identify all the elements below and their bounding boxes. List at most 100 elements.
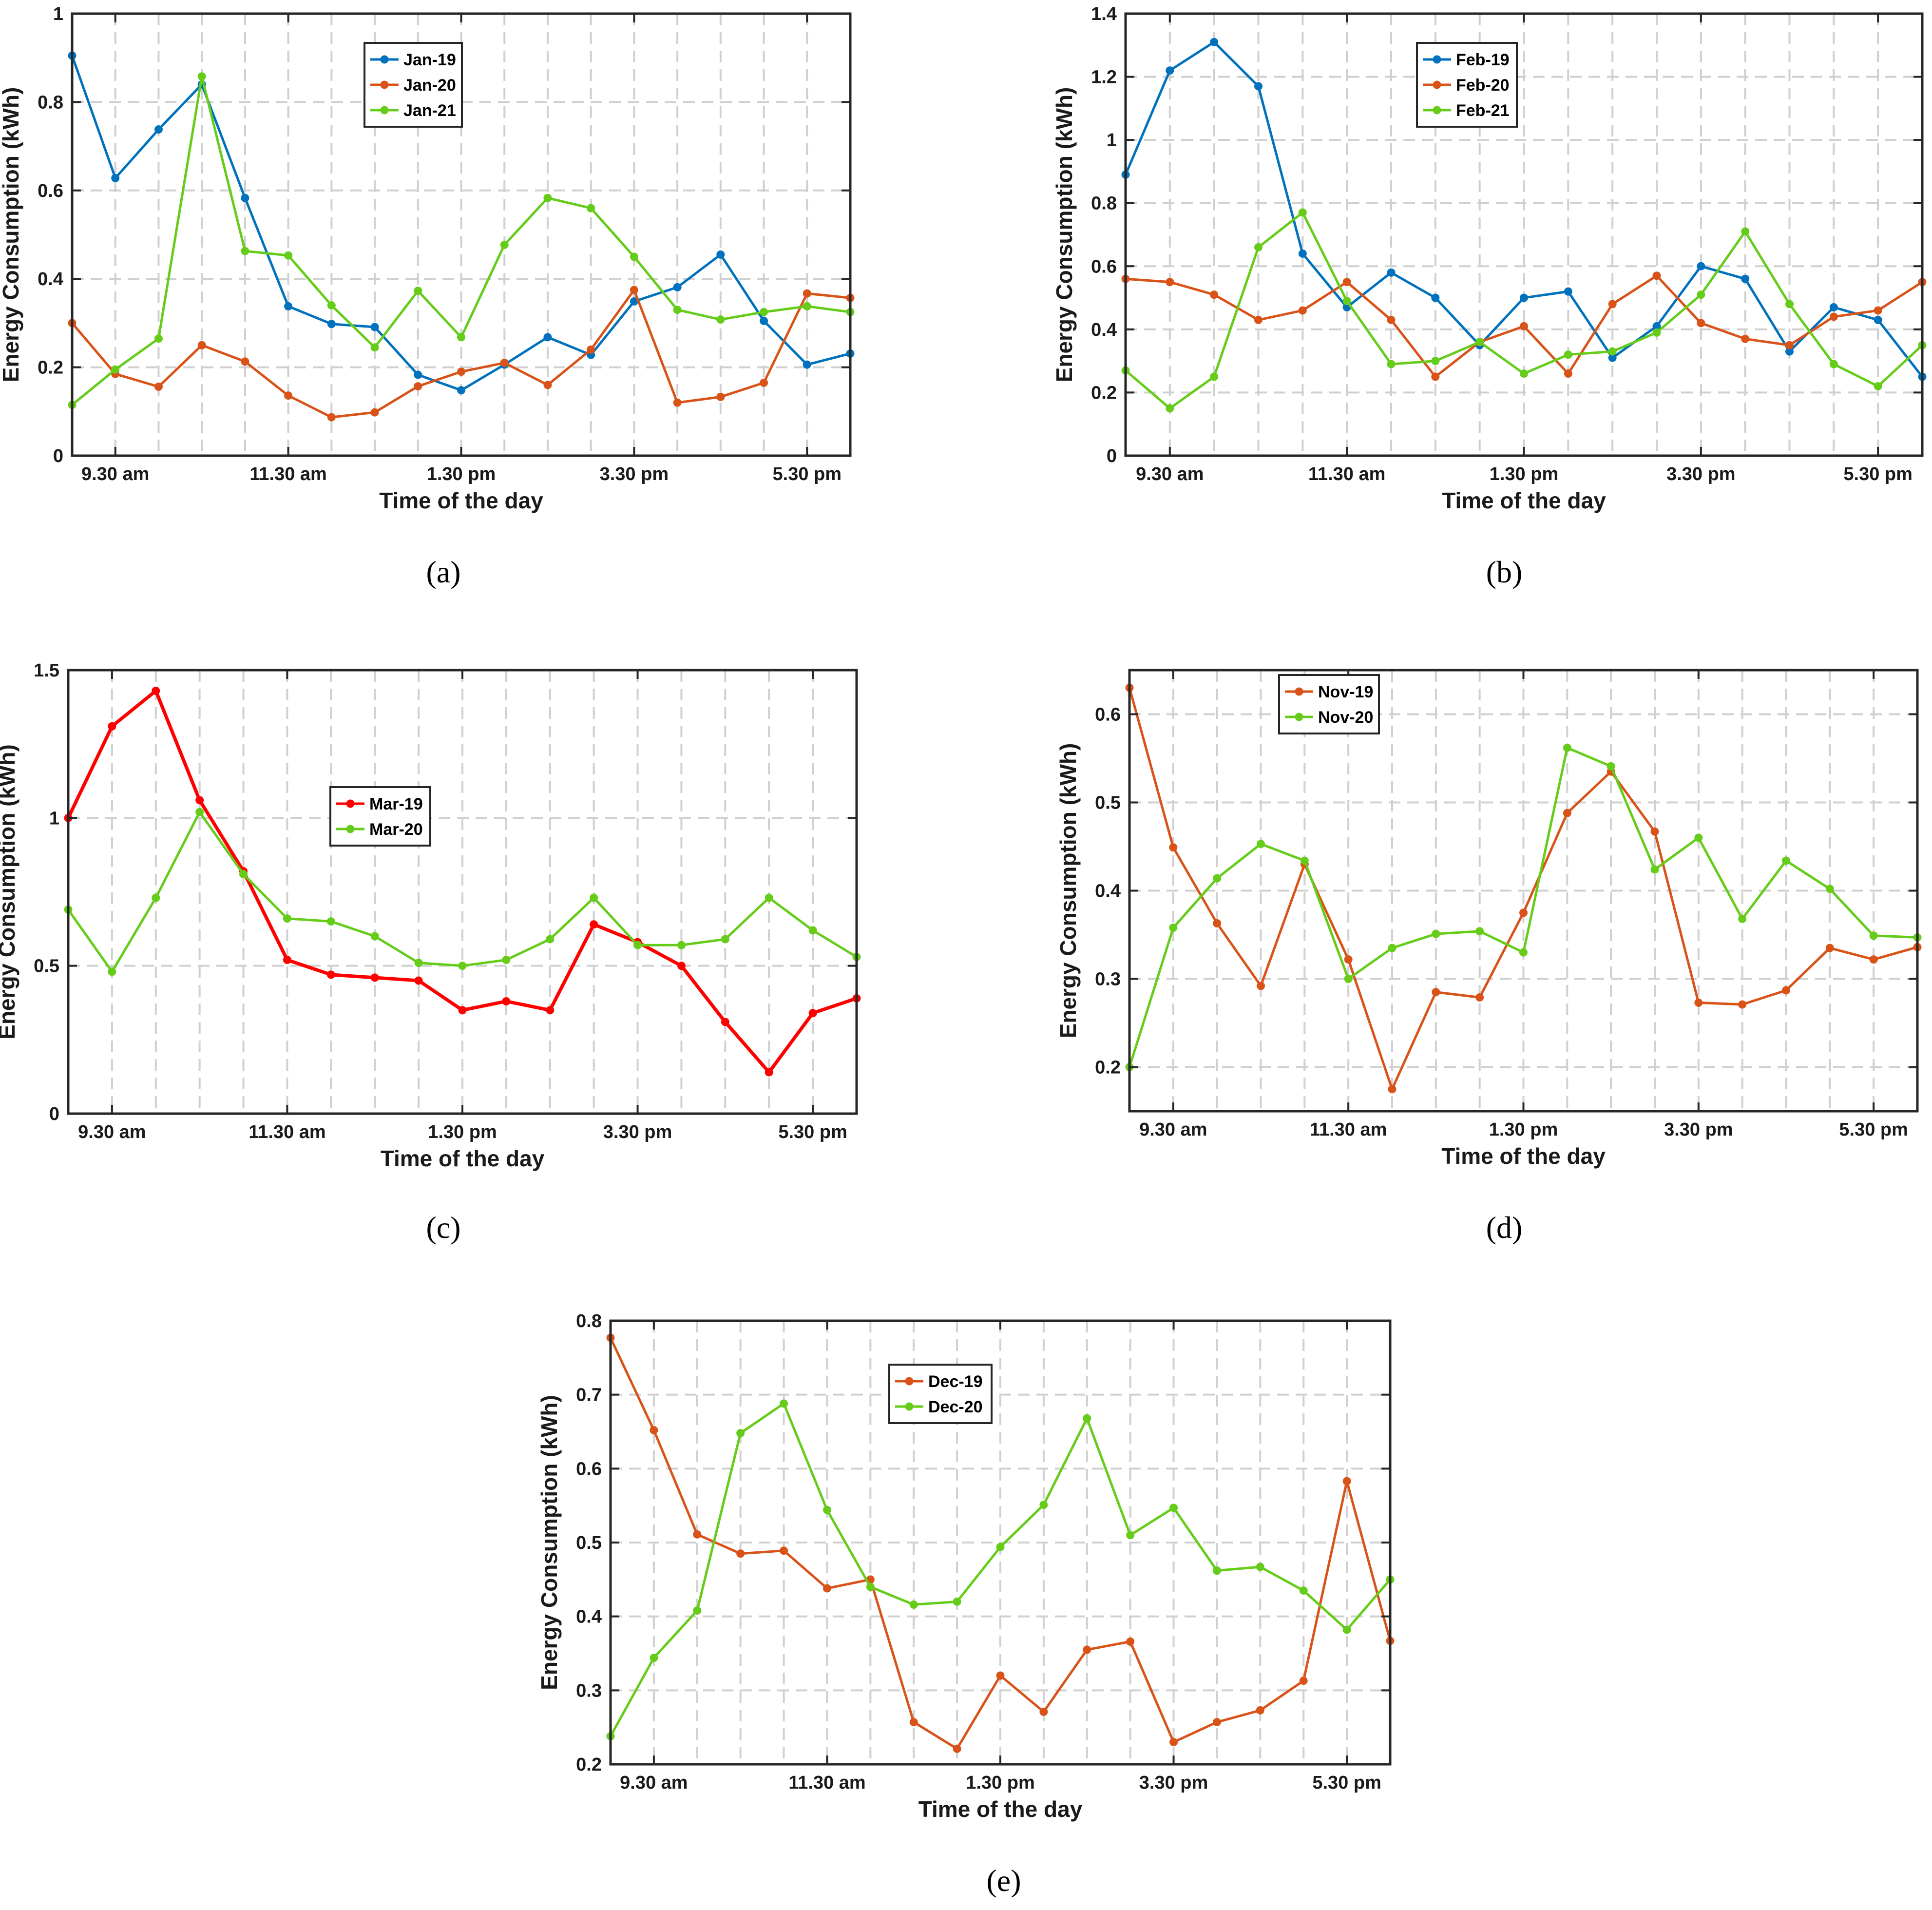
data-point-nov-19-5 xyxy=(1344,955,1353,964)
data-point-feb-19-13 xyxy=(1697,262,1705,270)
data-point-feb-21-17 xyxy=(1874,382,1882,390)
data-point-nov-20-15 xyxy=(1782,856,1790,865)
data-point-nov-19-3 xyxy=(1257,982,1265,990)
data-point-dec-19-2 xyxy=(693,1530,702,1539)
data-point-jan-20-9 xyxy=(457,367,465,376)
x-axis-label: Time of the day xyxy=(918,1796,1083,1822)
data-point-nov-19-9 xyxy=(1519,908,1528,917)
legend-label-feb-19: Feb-19 xyxy=(1456,51,1510,69)
data-point-jan-21-13 xyxy=(630,252,638,261)
data-point-mar-20-2 xyxy=(152,893,160,902)
x-tick-label: 9.30 am xyxy=(81,464,149,484)
data-point-jan-20-13 xyxy=(630,286,638,294)
data-point-jan-19-5 xyxy=(284,302,293,310)
data-point-jan-19-11 xyxy=(543,333,552,342)
data-point-feb-19-11 xyxy=(1608,353,1617,362)
y-axis-label: Energy Consumption (kWh) xyxy=(1055,743,1081,1039)
data-point-feb-19-14 xyxy=(1741,274,1750,283)
data-point-feb-21-11 xyxy=(1608,347,1617,356)
data-point-nov-19-16 xyxy=(1825,944,1834,952)
data-point-dec-19-8 xyxy=(953,1744,961,1753)
data-point-feb-20-7 xyxy=(1431,372,1440,381)
data-point-nov-20-17 xyxy=(1869,931,1878,940)
data-point-mar-19-8 xyxy=(414,976,423,985)
y-tick-label: 1.4 xyxy=(1091,4,1117,24)
data-point-nov-20-4 xyxy=(1300,856,1309,865)
data-point-nov-20-7 xyxy=(1432,929,1440,938)
data-point-dec-19-4 xyxy=(780,1546,788,1555)
y-tick-label: 0 xyxy=(1107,446,1117,466)
x-tick-label: 5.30 pm xyxy=(1839,1119,1908,1140)
x-tick-label: 9.30 am xyxy=(1136,464,1204,484)
data-point-jan-20-2 xyxy=(154,383,163,391)
data-point-dec-19-17 xyxy=(1342,1477,1351,1486)
x-tick-label: 5.30 pm xyxy=(773,464,842,484)
data-point-mar-19-7 xyxy=(370,973,379,982)
data-point-dec-20-3 xyxy=(736,1429,745,1438)
data-point-nov-19-2 xyxy=(1213,919,1222,927)
x-tick-label: 9.30 am xyxy=(1139,1119,1207,1140)
x-tick-label: 1.30 pm xyxy=(427,464,496,484)
data-point-dec-19-16 xyxy=(1299,1677,1308,1685)
y-axis-label: Energy Consumption (kWh) xyxy=(1052,87,1077,383)
data-point-jan-21-2 xyxy=(154,334,163,343)
data-point-jan-19-2 xyxy=(154,125,163,134)
data-point-mar-19-12 xyxy=(590,920,598,929)
data-point-nov-19-13 xyxy=(1694,998,1703,1007)
data-point-dec-20-1 xyxy=(650,1654,658,1662)
y-tick-label: 1 xyxy=(1107,130,1117,151)
data-point-nov-20-2 xyxy=(1213,874,1222,883)
data-point-dec-19-11 xyxy=(1083,1645,1091,1654)
data-point-jan-21-1 xyxy=(111,365,120,374)
data-point-mar-19-2 xyxy=(152,686,160,695)
data-point-jan-21-3 xyxy=(197,72,206,81)
data-point-mar-20-10 xyxy=(502,956,511,965)
data-point-jan-21-15 xyxy=(716,315,725,324)
y-tick-label: 0.8 xyxy=(1091,193,1117,214)
data-point-mar-19-10 xyxy=(502,997,511,1005)
data-point-jan-20-15 xyxy=(716,392,725,401)
data-point-mar-20-4 xyxy=(239,870,248,879)
data-point-mar-20-16 xyxy=(765,893,773,902)
data-point-dec-20-4 xyxy=(780,1399,788,1408)
legend-label-mar-19: Mar-19 xyxy=(369,795,423,813)
chart-panel-d: 0.2 0.3 0.4 0.5 0.6 9.30 am 11.30 am 1.30 pm 3.3… xyxy=(1055,669,1922,1245)
x-tick-label: 9.30 am xyxy=(78,1122,146,1142)
data-point-dec-20-7 xyxy=(909,1600,918,1609)
data-point-feb-21-16 xyxy=(1829,360,1838,368)
data-point-feb-20-9 xyxy=(1520,322,1528,330)
x-tick-label: 11.30 am xyxy=(249,1122,325,1142)
data-point-jan-20-12 xyxy=(587,345,595,354)
x-axis-label: Time of the day xyxy=(1442,488,1606,513)
x-tick-label: 3.30 pm xyxy=(603,1122,672,1142)
y-tick-label: 0.3 xyxy=(576,1680,602,1701)
panel-caption: (e) xyxy=(986,1863,1021,1898)
y-axis-label: Energy Consumption (kWh) xyxy=(0,744,19,1040)
data-point-jan-20-10 xyxy=(500,359,509,367)
data-point-feb-21-13 xyxy=(1697,290,1705,299)
data-point-jan-20-7 xyxy=(370,408,379,417)
y-tick-label: 0.5 xyxy=(576,1533,602,1553)
x-axis-label: Time of the day xyxy=(1441,1143,1606,1169)
data-point-nov-19-12 xyxy=(1650,827,1659,836)
legend-label-nov-19: Nov-19 xyxy=(1318,683,1373,701)
y-tick-label: 0.4 xyxy=(576,1607,602,1627)
data-point-feb-20-5 xyxy=(1342,278,1351,287)
x-tick-label: 1.30 pm xyxy=(1490,464,1559,484)
data-point-dec-20-10 xyxy=(1039,1501,1048,1509)
data-point-mar-20-11 xyxy=(546,935,555,944)
data-point-dec-19-7 xyxy=(909,1718,918,1727)
data-point-jan-19-7 xyxy=(370,323,379,331)
data-point-mar-20-17 xyxy=(808,926,817,935)
chart-panel-e: 0.2 0.3 0.4 0.5 0.6 0.7 0.8 9.30 am 11.30 am 1.30… xyxy=(536,1311,1395,1898)
data-point-feb-20-11 xyxy=(1608,300,1617,309)
data-point-jan-19-13 xyxy=(630,297,638,306)
y-tick-label: 0.6 xyxy=(576,1459,602,1479)
data-point-jan-19-4 xyxy=(241,193,249,202)
data-point-feb-19-1 xyxy=(1166,66,1174,75)
y-axis-label: Energy Consumption (kWh) xyxy=(536,1395,562,1690)
data-point-nov-19-17 xyxy=(1869,955,1878,964)
x-tick-label: 11.30 am xyxy=(249,464,326,484)
legend: Feb-19 Feb-20 Feb-21 xyxy=(1416,42,1518,128)
x-tick-label: 5.30 pm xyxy=(1312,1773,1381,1793)
